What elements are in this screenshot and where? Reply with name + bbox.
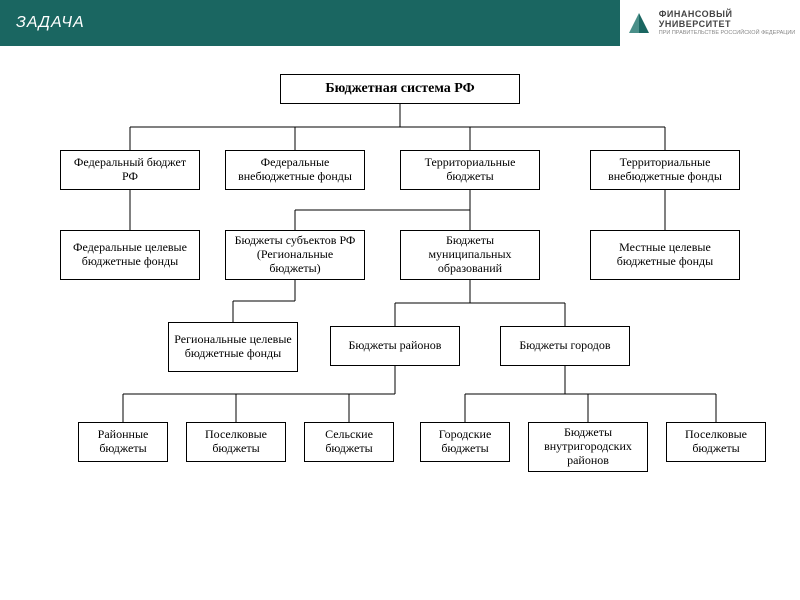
node-root: Бюджетная система РФ — [280, 74, 520, 104]
node-l2c: Бюджеты муниципальных образований — [400, 230, 540, 280]
node-l3c: Бюджеты городов — [500, 326, 630, 366]
node-l1a: Федеральный бюджет РФ — [60, 150, 200, 190]
node-l4f: Поселковые бюджеты — [666, 422, 766, 462]
node-l4b: Поселковые бюджеты — [186, 422, 286, 462]
university-text: ФИНАНСОВЫЙ УНИВЕРСИТЕТ ПРИ ПРАВИТЕЛЬСТВЕ… — [659, 10, 796, 36]
header-arrow-icon — [598, 0, 622, 46]
university-logo-area: ФИНАНСОВЫЙ УНИВЕРСИТЕТ ПРИ ПРАВИТЕЛЬСТВЕ… — [620, 0, 800, 46]
node-l4e: Бюджеты внутригородских районов — [528, 422, 648, 472]
node-l2d: Местные целевые бюджетные фонды — [590, 230, 740, 280]
node-l1b: Федеральные внебюджетные фонды — [225, 150, 365, 190]
node-l1c: Территориальные бюджеты — [400, 150, 540, 190]
node-l4a: Районные бюджеты — [78, 422, 168, 462]
university-line3: ПРИ ПРАВИТЕЛЬСТВЕ РОССИЙСКОЙ ФЕДЕРАЦИИ — [659, 30, 796, 36]
node-l1d: Территориальные внебюджетные фонды — [590, 150, 740, 190]
university-logo: ФИНАНСОВЫЙ УНИВЕРСИТЕТ ПРИ ПРАВИТЕЛЬСТВЕ… — [625, 9, 796, 37]
diagram-canvas: Бюджетная система РФ Федеральный бюджет Р… — [0, 46, 800, 600]
slide-header: ЗАДАЧА ФИНАНСОВЫЙ УНИВЕРСИТЕТ ПРИ ПРАВИТ… — [0, 0, 800, 46]
node-l3b: Бюджеты районов — [330, 326, 460, 366]
university-line2: УНИВЕРСИТЕТ — [659, 20, 796, 30]
node-l2a: Федеральные целевые бюджетные фонды — [60, 230, 200, 280]
slide-title: ЗАДАЧА — [0, 14, 85, 32]
node-l4c: Сельские бюджеты — [304, 422, 394, 462]
node-l3a: Региональные целевые бюджетные фонды — [168, 322, 298, 372]
node-l2b: Бюджеты субъектов РФ (Региональные бюдже… — [225, 230, 365, 280]
node-l4d: Городские бюджеты — [420, 422, 510, 462]
university-mark-icon — [625, 9, 653, 37]
diagram-edges — [0, 46, 800, 600]
